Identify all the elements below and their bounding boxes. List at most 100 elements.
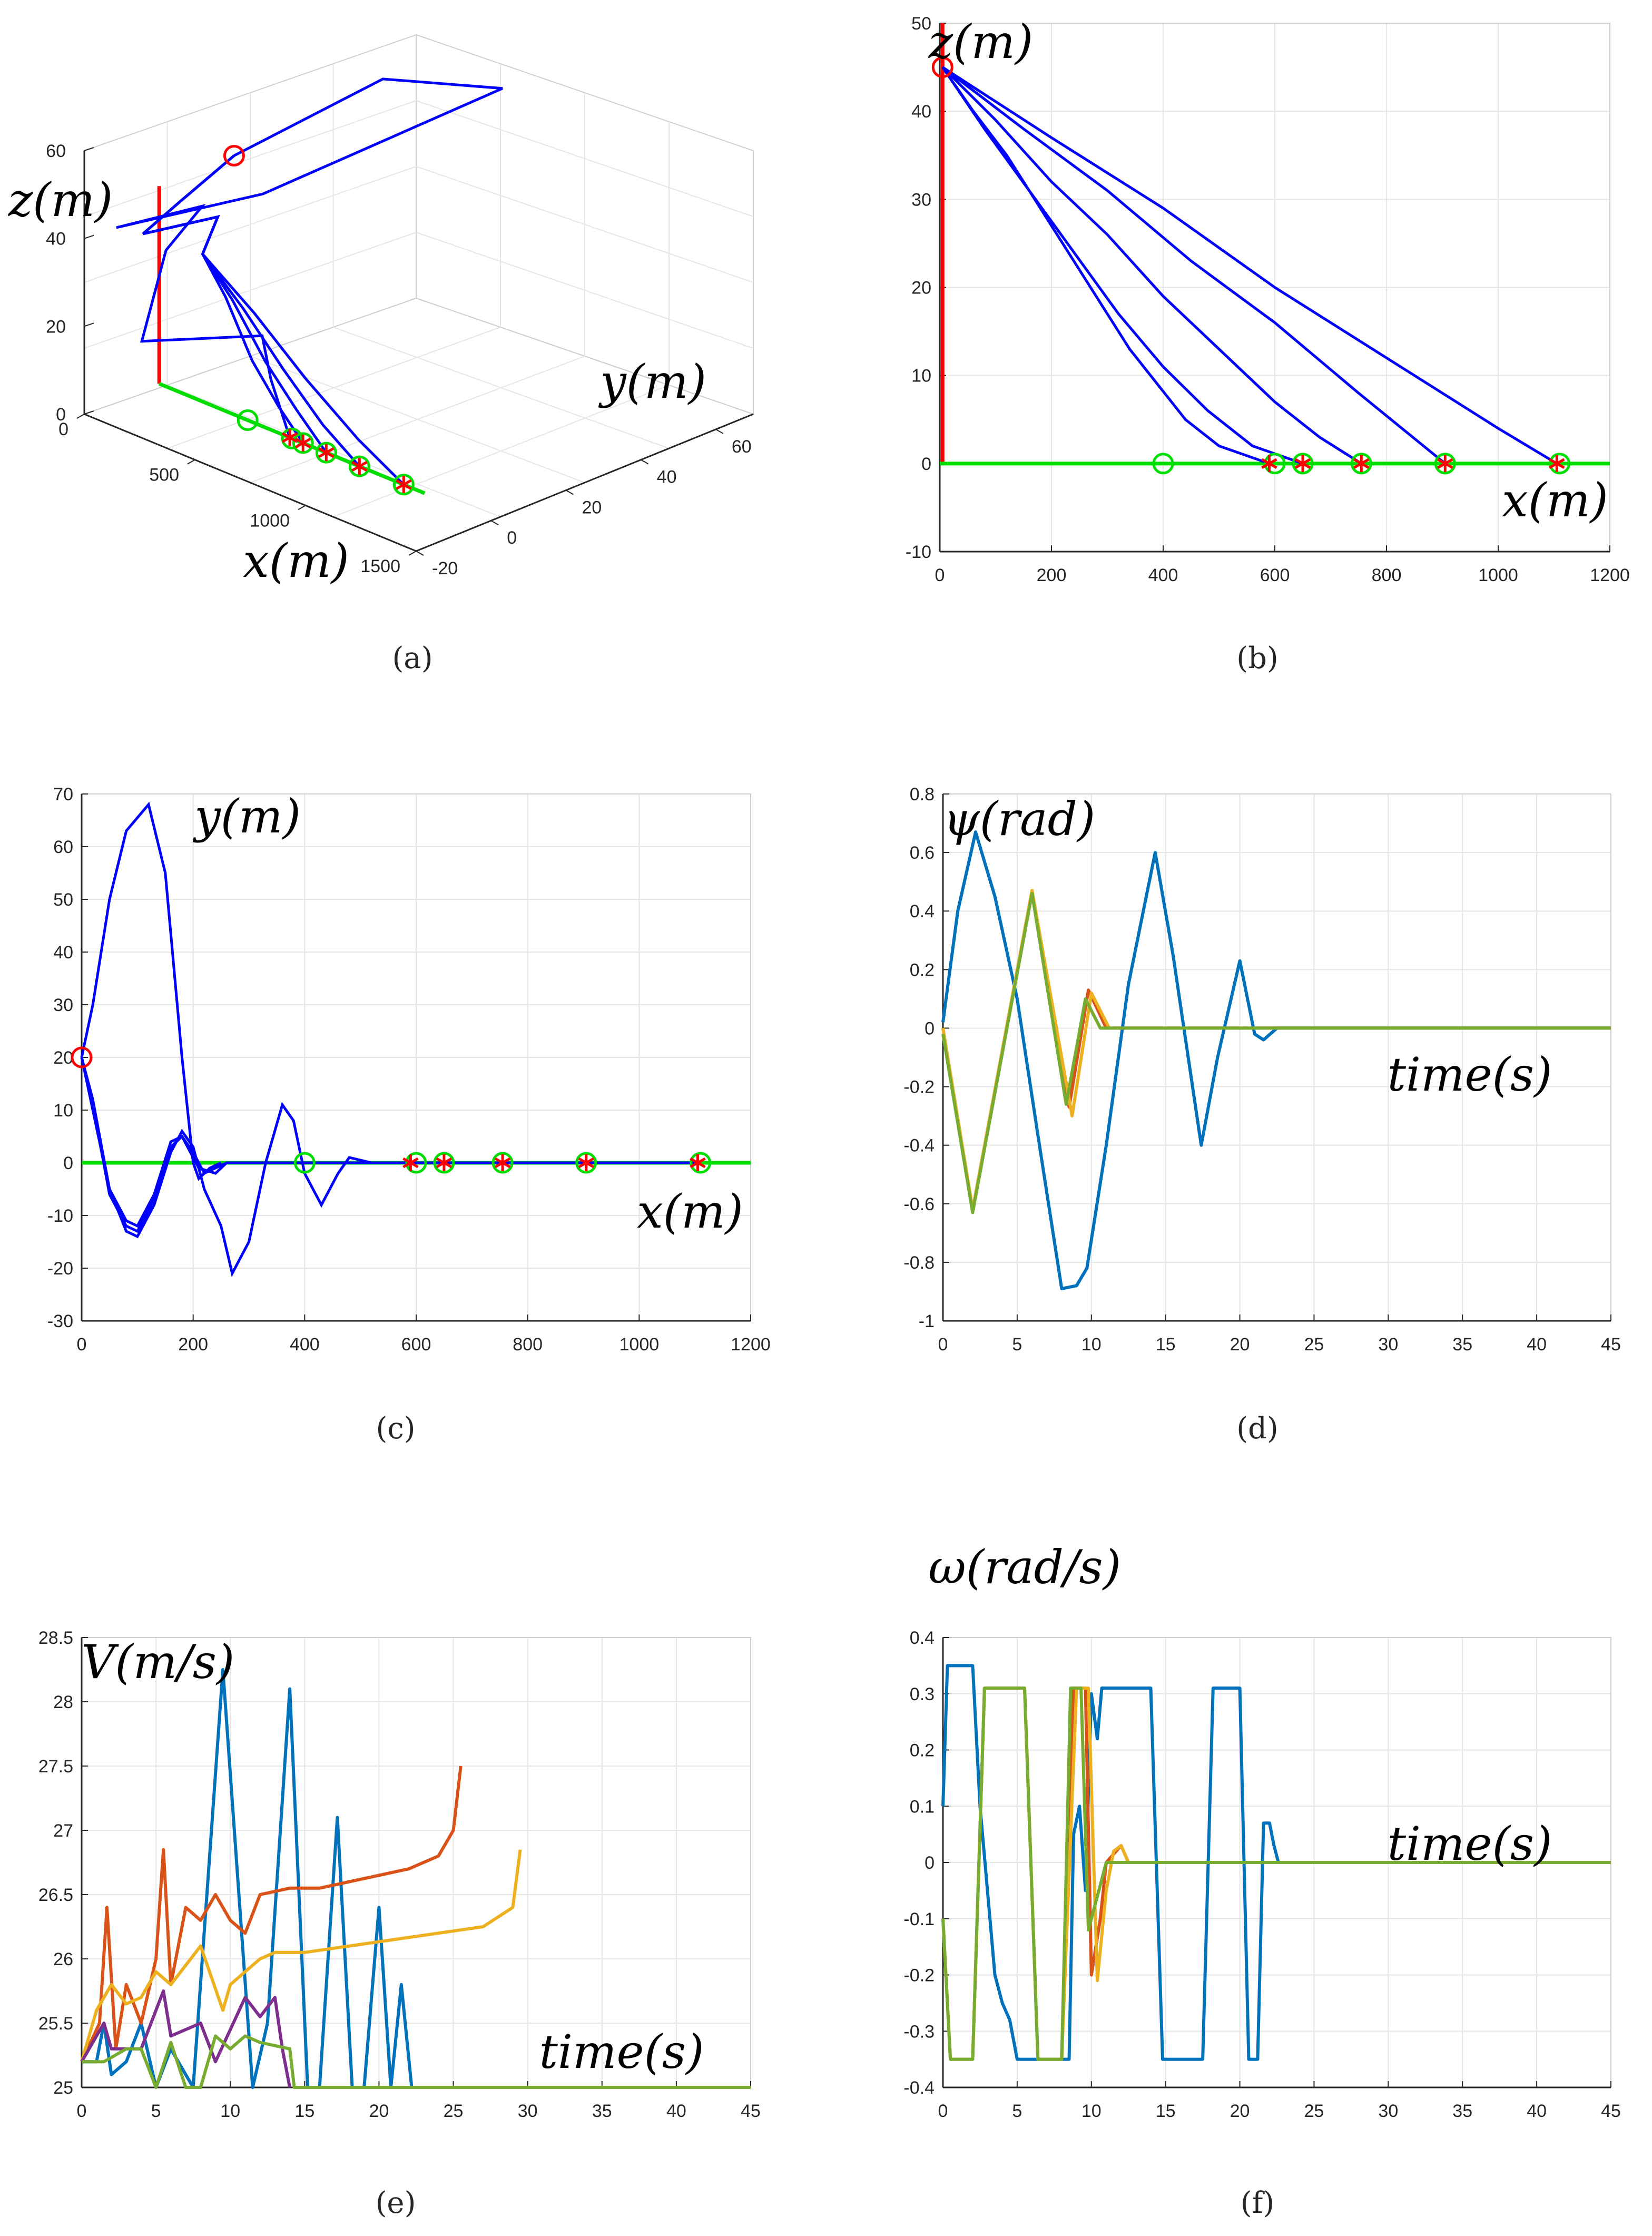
y-tick-label: 0 xyxy=(507,528,517,548)
goal-point xyxy=(292,432,314,454)
x-tick-label: 600 xyxy=(1260,565,1290,585)
goal-point xyxy=(1350,453,1372,475)
y-tick-label: 40 xyxy=(911,102,931,122)
x-tick-label: 5 xyxy=(1012,2101,1022,2121)
x-tick-label: 20 xyxy=(1230,2101,1250,2121)
x-axis-label: x(m) xyxy=(1502,473,1608,527)
wall-z-gridline xyxy=(84,100,417,217)
x-tick-label: 400 xyxy=(290,1335,320,1355)
y-tick-label: 27.5 xyxy=(38,1757,73,1777)
y-tick xyxy=(416,551,424,556)
x-tick-label: 40 xyxy=(1527,2101,1547,2121)
z-axis-label: z(m) xyxy=(8,173,113,227)
end-point-asterisk xyxy=(318,444,335,462)
y-tick-label: 25 xyxy=(53,2078,73,2098)
x-tick-label: 25 xyxy=(1304,2101,1324,2121)
y-tick xyxy=(490,520,499,526)
asterisk-stroke xyxy=(1294,458,1311,469)
wall-z-gridline xyxy=(84,232,417,349)
y-tick-label: 40 xyxy=(657,467,677,487)
y-tick-label: 50 xyxy=(53,890,73,910)
x-tick-label: 30 xyxy=(1378,2101,1398,2121)
asterisk-stroke xyxy=(1261,458,1277,469)
x-tick-label: 10 xyxy=(220,2101,240,2121)
x-tick-label: 30 xyxy=(518,2101,538,2121)
x-tick-label: 30 xyxy=(1378,1335,1398,1355)
x-tick-label: 0 xyxy=(58,419,68,439)
end-point-asterisk xyxy=(578,1154,595,1171)
x-tick-label: 0 xyxy=(77,2101,87,2121)
start-point xyxy=(223,144,245,166)
end-point-asterisk xyxy=(402,1154,419,1171)
x-tick-label: 0 xyxy=(77,1335,87,1355)
z-tick-label: 60 xyxy=(46,141,66,161)
trajectory-line xyxy=(116,77,503,438)
end-point-asterisk xyxy=(1294,455,1311,472)
end-point-asterisk xyxy=(690,1154,706,1171)
series-line-s2 xyxy=(80,1766,463,2063)
x-tick-label: 5 xyxy=(1012,1335,1022,1355)
asterisk-stroke xyxy=(294,437,311,449)
y-axis-label: V(m/s) xyxy=(82,1635,234,1689)
asterisk-stroke xyxy=(1353,458,1370,469)
y-tick-label: -1 xyxy=(919,1311,935,1331)
y-tick-label: 10 xyxy=(53,1101,73,1121)
caption-b: (b) xyxy=(1236,641,1279,675)
y-tick-label: 30 xyxy=(911,190,931,210)
x-tick xyxy=(298,505,306,511)
x-tick-label: 10 xyxy=(1081,1335,1102,1355)
series-line-s2 xyxy=(941,1686,1611,2061)
series-line-s4 xyxy=(941,1686,1611,2061)
series-line-s3 xyxy=(80,1849,522,2063)
z-tick xyxy=(84,147,94,151)
y-tick xyxy=(641,459,649,465)
asterisk-stroke xyxy=(578,1157,595,1169)
x-tick-label: 5 xyxy=(151,2101,161,2121)
x-tick xyxy=(408,551,417,556)
y-tick-label: 30 xyxy=(53,995,73,1015)
x-axis-label: time(s) xyxy=(539,2025,704,2079)
y-tick-label: -30 xyxy=(47,1311,73,1331)
wall-z-gridline xyxy=(416,232,754,349)
x-tick-label: 35 xyxy=(592,2101,612,2121)
caption-a: (a) xyxy=(392,641,432,675)
y-tick-label: 0.8 xyxy=(910,784,935,805)
box-walls xyxy=(83,34,755,552)
y-tick-label: -0.2 xyxy=(903,1077,935,1097)
x-tick-label: 500 xyxy=(149,465,179,485)
x-tick-label: 1000 xyxy=(1478,565,1518,585)
asterisk-stroke xyxy=(1437,458,1453,469)
y-tick-label: 70 xyxy=(53,784,73,805)
goal-point xyxy=(348,455,370,477)
caption-d: (d) xyxy=(1236,1411,1279,1446)
y-tick-label: 28 xyxy=(53,1692,73,1712)
x-tick-label: 35 xyxy=(1452,1335,1472,1355)
x-tick-label: 0 xyxy=(935,565,945,585)
chart-e: (e) 0 5 10 15 20 25 30 35 40 45 25 25.5 26 26.5 27 27.5 2… xyxy=(38,1628,761,2220)
end-point-asterisk xyxy=(396,476,412,493)
y-tick-label: 0.6 xyxy=(910,843,935,863)
floor xyxy=(83,297,755,552)
end-point-asterisk xyxy=(1549,455,1565,472)
goal-point xyxy=(1292,453,1314,475)
y-axis-label: z(m) xyxy=(928,15,1033,69)
x-tick-label: 45 xyxy=(1601,1335,1621,1355)
y-tick-label: 0 xyxy=(925,1018,935,1038)
y-tick-label: -0.1 xyxy=(903,1909,935,1929)
grid-e xyxy=(81,1637,751,2088)
y-tick-label: 20 xyxy=(911,278,931,298)
plot-frame xyxy=(81,1637,751,2088)
y-tick-label: 0.4 xyxy=(910,1628,935,1648)
y-axis-label: ω(rad/s) xyxy=(928,1540,1121,1594)
x-tick-label: 1000 xyxy=(620,1335,660,1355)
y-tick-label: 0.4 xyxy=(910,901,935,921)
start-point xyxy=(71,1046,93,1068)
caption-c: (c) xyxy=(376,1411,415,1446)
x-tick-label: 15 xyxy=(1156,1335,1176,1355)
y-tick-label: 27 xyxy=(53,1821,73,1841)
goal-point xyxy=(491,1152,514,1174)
goal-point xyxy=(690,1152,712,1174)
z-tick xyxy=(84,234,94,239)
y-tick-label: 26 xyxy=(53,1949,73,1969)
